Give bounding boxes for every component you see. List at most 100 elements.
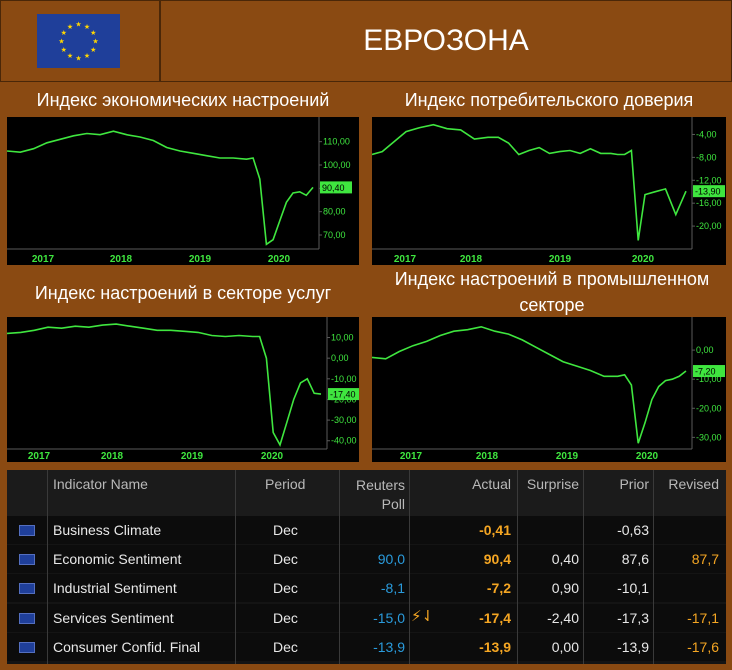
x-tick-label: 2018 <box>110 254 133 265</box>
y-tick-label: -8,00 <box>696 152 717 162</box>
x-tick-label: 2017 <box>28 451 51 462</box>
table-header-row: Indicator Name Period Reuters Poll Actua… <box>7 470 726 516</box>
flag-star: ★ <box>61 29 67 37</box>
surprise-cell: 0,90 <box>551 580 579 596</box>
x-tick-label: 2020 <box>636 451 659 462</box>
y-tick-label: 80,00 <box>323 207 346 217</box>
last-value-label: 90,40 <box>322 183 345 193</box>
prior-cell: -13,9 <box>617 639 649 655</box>
x-tick-label: 2018 <box>101 451 124 462</box>
actual-cell: 90,4 <box>483 551 511 567</box>
indicator-name-cell: Business Climate <box>53 522 162 538</box>
reuters-poll-cell: -15,0 <box>373 610 405 626</box>
col-divider <box>409 470 410 664</box>
last-value-label: -7,20 <box>695 367 716 377</box>
last-value-label: -13,90 <box>695 187 721 197</box>
x-tick-label: 2019 <box>549 254 572 265</box>
indicator-name-cell: Services Sentiment <box>53 610 174 626</box>
chart-title-industrial: Индекс настроений в промышленном секторе <box>394 269 710 315</box>
col-divider <box>235 470 236 664</box>
period-cell: Dec <box>273 639 298 655</box>
header-period: Period <box>265 476 306 492</box>
flag-star: ★ <box>75 55 81 63</box>
chart-economic-sentiment: 110,00100,0090,0080,0070,002017201820192… <box>6 117 359 265</box>
flag-star: ★ <box>61 46 67 54</box>
header-reuters-poll: Reuters Poll <box>355 477 405 512</box>
page-title: ЕВРОЗОНА <box>160 0 732 82</box>
col-divider <box>339 470 340 664</box>
header-indicator-name: Indicator Name <box>53 476 148 492</box>
x-tick-label: 2018 <box>460 254 483 265</box>
actual-cell: -0,41 <box>479 522 511 538</box>
surprise-cell: 0,40 <box>551 551 579 567</box>
alert-bolt-icon: ⚡⇃ <box>411 607 435 625</box>
x-tick-label: 2020 <box>268 254 291 265</box>
y-tick-label: 100,00 <box>323 160 351 170</box>
col-divider <box>47 470 48 664</box>
y-tick-label: -10,00 <box>331 374 357 384</box>
table-row: Services Sentiment Dec -15,0 -17,4 -2,40 -17,… <box>7 604 726 632</box>
y-tick-label: -10,00 <box>696 374 722 384</box>
flag-star: ★ <box>67 52 73 60</box>
eu-flag-icon: ★ ★ ★ ★ ★ ★ ★ ★ ★ ★ ★ ★ <box>37 14 120 68</box>
col-divider <box>517 470 518 664</box>
y-tick-label: -12,00 <box>696 175 722 185</box>
last-value-box <box>320 181 352 194</box>
header-actual: Actual <box>472 476 511 492</box>
indicator-name-cell: Economic Sentiment <box>53 551 182 567</box>
period-cell: Dec <box>273 580 298 596</box>
surprise-cell: -2,40 <box>547 610 579 626</box>
y-tick-label: 110,00 <box>323 137 350 147</box>
table-row: Industrial Sentiment Dec -8,1 -7,2 0,90 -10,1 <box>7 574 726 602</box>
table-row: Consumer Confid. Final Dec -13,9 -13,9 0,00 -… <box>7 633 726 661</box>
flag-star: ★ <box>58 38 64 46</box>
flag-star: ★ <box>84 23 90 31</box>
indicator-name-cell: Consumer Confid. Final <box>53 639 201 655</box>
flag-star: ★ <box>92 38 98 46</box>
actual-cell: -17,4 <box>479 610 511 626</box>
flag-star: ★ <box>84 52 90 60</box>
chart-title-economic: Индекс экономических настроений <box>36 90 330 110</box>
actual-cell: -13,9 <box>479 639 511 655</box>
eu-flag-icon <box>19 554 35 565</box>
eu-flag-icon <box>19 613 35 624</box>
last-value-label: -17,40 <box>330 390 356 400</box>
x-tick-label: 2019 <box>181 451 204 462</box>
flag-star: ★ <box>90 46 96 54</box>
prior-cell: -17,3 <box>617 610 649 626</box>
period-cell: Dec <box>273 522 298 538</box>
chart-industrial-sentiment: 0,00 -10,00 -20,00 -30,00 2017 2018 2019 2020 -7… <box>371 317 726 462</box>
last-value-box <box>693 365 725 378</box>
series-line <box>371 123 687 241</box>
x-tick-label: 2017 <box>32 254 55 265</box>
y-tick-label: 0,00 <box>696 345 714 355</box>
series-line <box>6 130 314 246</box>
last-value-box <box>328 388 360 401</box>
col-divider <box>653 470 654 664</box>
flag-star: ★ <box>90 29 96 37</box>
y-tick-label: -20,00 <box>696 403 722 413</box>
col-divider <box>583 470 584 664</box>
eu-flag-icon <box>19 525 35 536</box>
header-revised: Revised <box>668 476 719 492</box>
y-tick-label: -4,00 <box>696 129 717 139</box>
period-cell: Dec <box>273 551 298 567</box>
table-row: Business Climate Dec -0,41 -0,63 <box>7 516 726 544</box>
revised-cell: 87,7 <box>691 551 719 567</box>
header-prior: Prior <box>619 476 649 492</box>
surprise-cell: 0,00 <box>551 639 579 655</box>
y-tick-label: 0,00 <box>331 353 349 363</box>
header-surprise: Surprise <box>526 476 579 492</box>
reuters-poll-cell: -8,1 <box>380 580 405 596</box>
series-line <box>371 325 687 444</box>
y-tick-label: 10,00 <box>331 333 354 343</box>
chart-services-sentiment: 10,000,00-10,00-20,00-30,00-40,002017201… <box>6 317 360 462</box>
table-row: Economic Sentiment Dec 90,0 90,4 0,40 87,6 87,… <box>7 545 726 573</box>
y-tick-label: -30,00 <box>696 432 722 442</box>
x-tick-label: 2017 <box>394 254 417 265</box>
indicators-table: Indicator Name Period Reuters Poll Actua… <box>7 470 726 664</box>
prior-cell: -10,1 <box>617 580 649 596</box>
x-tick-label: 2020 <box>632 254 655 265</box>
chart-title-services: Индекс настроений в секторе услуг <box>34 283 332 303</box>
y-tick-label: -20,00 <box>696 221 722 231</box>
